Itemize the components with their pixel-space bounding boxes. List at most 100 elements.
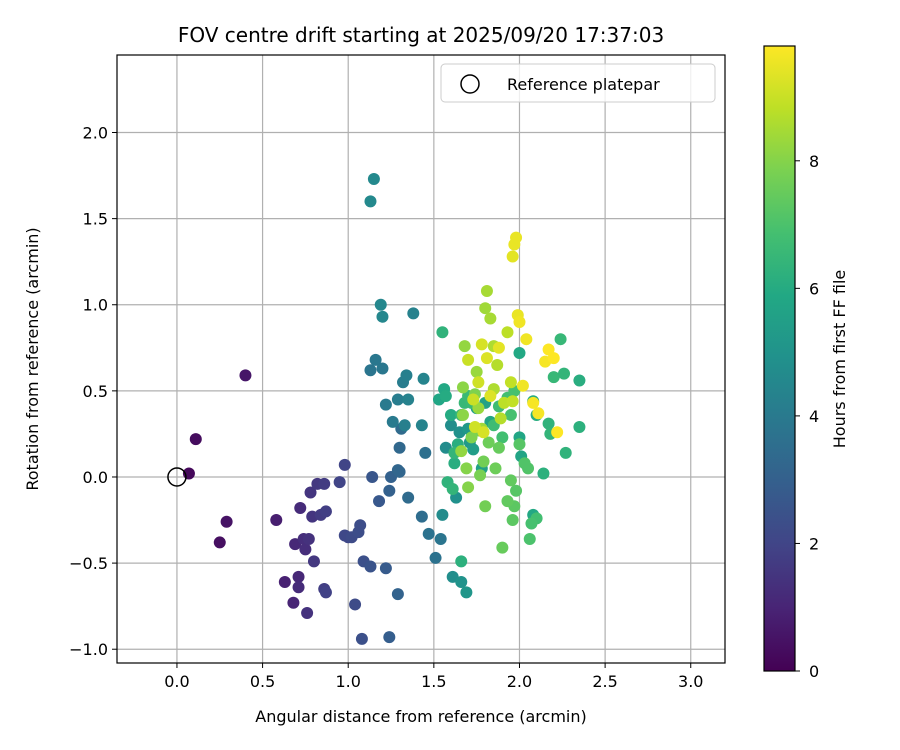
y-tick-label: −0.5: [69, 554, 108, 573]
data-point: [391, 393, 404, 406]
reference-marker: [167, 467, 187, 487]
grid-lines: [117, 55, 725, 663]
data-point: [429, 551, 442, 564]
data-point: [475, 338, 488, 351]
data-point: [510, 484, 523, 497]
data-point: [470, 365, 483, 378]
data-point: [467, 393, 480, 406]
data-point: [513, 438, 526, 451]
legend-label: Reference platepar: [507, 75, 660, 94]
data-point: [516, 379, 529, 392]
data-point: [460, 462, 473, 475]
data-point: [292, 581, 305, 594]
colorbar-tick-label: 4: [809, 407, 819, 426]
data-point: [383, 631, 396, 644]
data-points: [182, 173, 586, 645]
data-point: [456, 408, 469, 421]
data-point: [436, 508, 449, 521]
data-point: [484, 390, 497, 403]
data-point: [506, 250, 519, 263]
colorbar-tick-label: 6: [809, 279, 819, 298]
data-point: [299, 543, 312, 556]
colorbar-tick-label: 0: [809, 662, 819, 681]
data-point: [472, 402, 485, 415]
data-point: [573, 374, 586, 387]
data-point: [419, 446, 432, 459]
data-point: [501, 326, 514, 339]
data-point: [542, 343, 555, 356]
data-point: [542, 417, 555, 430]
data-point: [338, 458, 351, 471]
data-point: [458, 340, 471, 353]
y-tick-label: 2.0: [83, 124, 108, 143]
data-point: [559, 446, 572, 459]
x-tick-label: 2.5: [592, 672, 617, 691]
data-point: [462, 481, 475, 494]
x-tick-label: 0.5: [250, 672, 275, 691]
data-point: [460, 586, 473, 599]
data-point: [467, 443, 480, 456]
data-point: [364, 560, 377, 573]
data-point: [446, 483, 459, 496]
data-point: [489, 462, 502, 475]
data-point: [472, 376, 485, 389]
y-axis-label: Rotation from reference (arcmin): [23, 227, 42, 490]
data-point: [455, 555, 468, 568]
colorbar-label: Hours from first FF file: [830, 270, 849, 449]
data-point: [415, 419, 428, 432]
colorbar-frame: [763, 45, 796, 672]
data-point: [364, 364, 377, 377]
data-point: [496, 431, 509, 444]
y-tick-label: 0.5: [83, 382, 108, 401]
data-point: [239, 369, 252, 382]
plot-frame: [116, 54, 726, 664]
data-point: [513, 346, 526, 359]
data-point: [355, 632, 368, 645]
data-point: [366, 470, 379, 483]
data-point: [333, 476, 346, 489]
data-point: [383, 484, 396, 497]
data-point: [491, 359, 504, 372]
y-tick-label: 1.0: [83, 296, 108, 315]
data-point: [417, 372, 430, 385]
data-point: [402, 491, 415, 504]
x-tick-label: 3.0: [678, 672, 703, 691]
data-point: [537, 467, 550, 480]
data-point: [479, 302, 492, 315]
chart-title: FOV centre drift starting at 2025/09/20 …: [178, 23, 664, 47]
data-point: [525, 517, 538, 530]
data-point: [302, 532, 315, 545]
data-point: [501, 495, 514, 508]
data-point: [455, 445, 468, 458]
data-point: [349, 598, 362, 611]
data-point: [386, 415, 399, 428]
data-point: [400, 369, 413, 382]
data-point: [462, 353, 475, 366]
data-point: [484, 312, 497, 325]
data-point: [527, 396, 540, 409]
data-point: [434, 532, 447, 545]
data-point: [436, 326, 449, 339]
data-point: [504, 376, 517, 389]
data-point: [318, 477, 331, 490]
data-point: [376, 310, 389, 323]
data-point: [391, 588, 404, 601]
data-point: [455, 576, 468, 589]
colorbar-tick-label: 8: [809, 152, 819, 171]
data-point: [369, 353, 382, 366]
data-point: [504, 474, 517, 487]
data-point: [422, 527, 435, 540]
data-point: [439, 390, 452, 403]
data-point: [492, 441, 505, 454]
data-point: [354, 519, 367, 532]
data-point: [407, 307, 420, 320]
data-point: [415, 510, 428, 523]
data-point: [480, 352, 493, 365]
data-point: [518, 457, 531, 470]
data-point: [532, 407, 545, 420]
x-tick-label: 2.0: [507, 672, 532, 691]
y-tick-label: 0.0: [83, 468, 108, 487]
legend-box: [440, 63, 716, 103]
data-point: [379, 398, 392, 411]
